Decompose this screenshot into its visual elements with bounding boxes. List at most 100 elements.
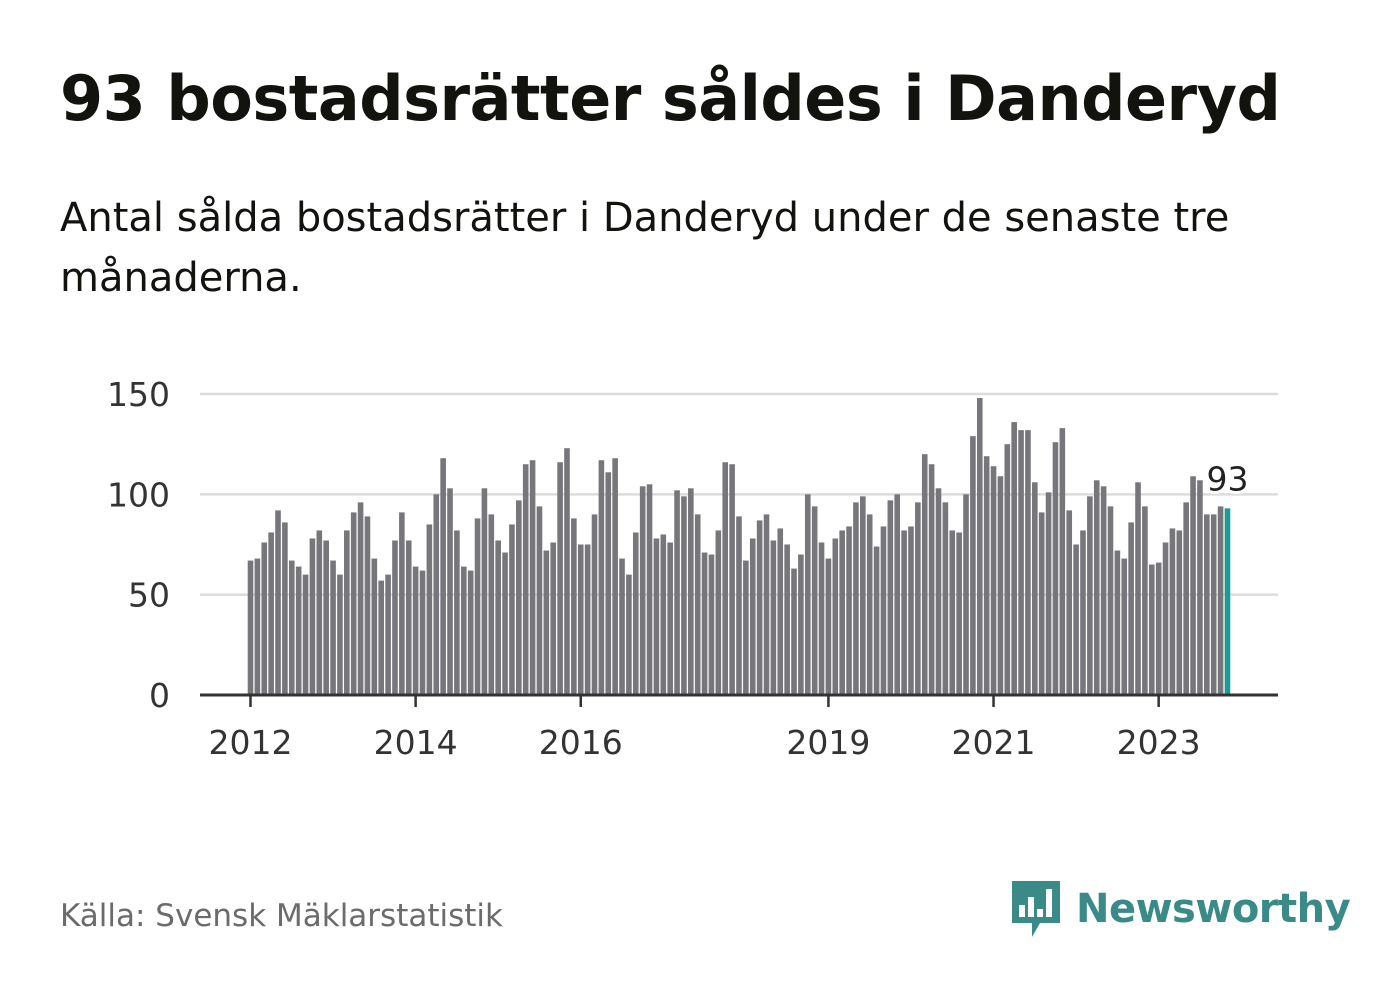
- bar: [949, 530, 956, 695]
- bar: [564, 448, 570, 695]
- newsworthy-logo-icon: [1012, 881, 1060, 937]
- bar: [743, 560, 749, 695]
- x-tick-label: 2014: [374, 723, 458, 762]
- bar: [653, 538, 660, 695]
- bar: [268, 532, 274, 695]
- bar: [791, 568, 797, 695]
- bar: [860, 496, 866, 695]
- bar: [571, 518, 577, 695]
- bar: [282, 522, 288, 695]
- bar: [550, 542, 557, 695]
- bar: [1176, 530, 1183, 695]
- bar: [708, 554, 715, 695]
- bar: [639, 486, 646, 695]
- bar: [385, 574, 391, 695]
- bar: [1210, 514, 1217, 695]
- bar: [901, 530, 907, 695]
- bar: [584, 544, 591, 695]
- chart-subtitle: Antal sålda bostadsrätter i Danderyd und…: [60, 195, 1230, 301]
- bar: [1093, 480, 1100, 695]
- bar: [433, 494, 440, 695]
- axes: 0 50 100 150 93 2012 2014 2016 2019 2021 2023: [107, 375, 1278, 762]
- bar: [763, 514, 770, 695]
- bar: [247, 560, 254, 695]
- bar: [915, 502, 921, 695]
- bar: [1217, 506, 1224, 695]
- source-note: Källa: Svensk Mäklarstatistik: [60, 898, 503, 934]
- bar: [921, 454, 928, 695]
- bar: [1135, 482, 1141, 695]
- x-tick-label: 2023: [1117, 723, 1201, 762]
- bar: [729, 464, 735, 695]
- bar: [1052, 442, 1059, 695]
- bar: [1045, 492, 1052, 695]
- bar: [674, 490, 680, 695]
- bar: [295, 566, 302, 695]
- brand-logo: Newsworthy: [1010, 878, 1351, 940]
- bar: [811, 506, 818, 695]
- bar: [956, 532, 962, 695]
- bar: [770, 540, 777, 695]
- bar: [357, 502, 364, 695]
- bar: [522, 464, 529, 695]
- bar: [481, 488, 488, 695]
- bar: [970, 436, 976, 695]
- bar: [942, 502, 949, 695]
- bar: [1059, 428, 1066, 695]
- bar: [378, 580, 385, 695]
- bar: [1204, 514, 1210, 695]
- bar: [1080, 530, 1086, 695]
- bar: [1087, 496, 1093, 695]
- bar: [344, 530, 350, 695]
- bar: [1155, 562, 1162, 695]
- bar: [1197, 480, 1203, 695]
- bar: [467, 570, 474, 695]
- bar: [681, 496, 687, 695]
- bar: [1169, 528, 1176, 695]
- bar: [887, 500, 894, 695]
- bar: [1004, 444, 1011, 695]
- y-tick-label: 0: [149, 676, 170, 715]
- bar: [1073, 544, 1079, 695]
- bar: [1121, 558, 1128, 695]
- bar: [364, 516, 371, 695]
- bar: [818, 542, 825, 695]
- bar: [612, 458, 618, 695]
- x-tick-label: 2016: [539, 723, 623, 762]
- bar: [935, 488, 942, 695]
- bar: [715, 530, 722, 695]
- bars: [247, 398, 1231, 695]
- bar: [626, 574, 632, 695]
- x-tick-label: 2012: [209, 723, 293, 762]
- bar: [853, 502, 859, 695]
- bar: [460, 566, 467, 695]
- bar: [591, 514, 598, 695]
- bar: [454, 530, 460, 695]
- bar: [804, 494, 811, 695]
- bar: [688, 488, 694, 695]
- bar: [619, 558, 625, 695]
- bar: [350, 512, 357, 695]
- bar: [1128, 522, 1134, 695]
- bar: [598, 460, 605, 695]
- x-tick-label: 2021: [952, 723, 1036, 762]
- bar: [660, 534, 667, 695]
- bar: [426, 524, 433, 695]
- bar: [1018, 430, 1024, 695]
- bar: [440, 458, 446, 695]
- bar: [756, 520, 763, 695]
- bar: [894, 494, 901, 695]
- bar: [399, 512, 405, 695]
- bar: [997, 476, 1004, 695]
- bar: [577, 544, 584, 695]
- bar: [405, 540, 412, 695]
- bar: [784, 544, 790, 695]
- bar: [694, 514, 701, 695]
- bar: [1183, 502, 1189, 695]
- bar: [371, 558, 378, 695]
- bar: [646, 484, 653, 695]
- bar: [543, 550, 550, 695]
- bar: [288, 560, 295, 695]
- bar: [536, 506, 543, 695]
